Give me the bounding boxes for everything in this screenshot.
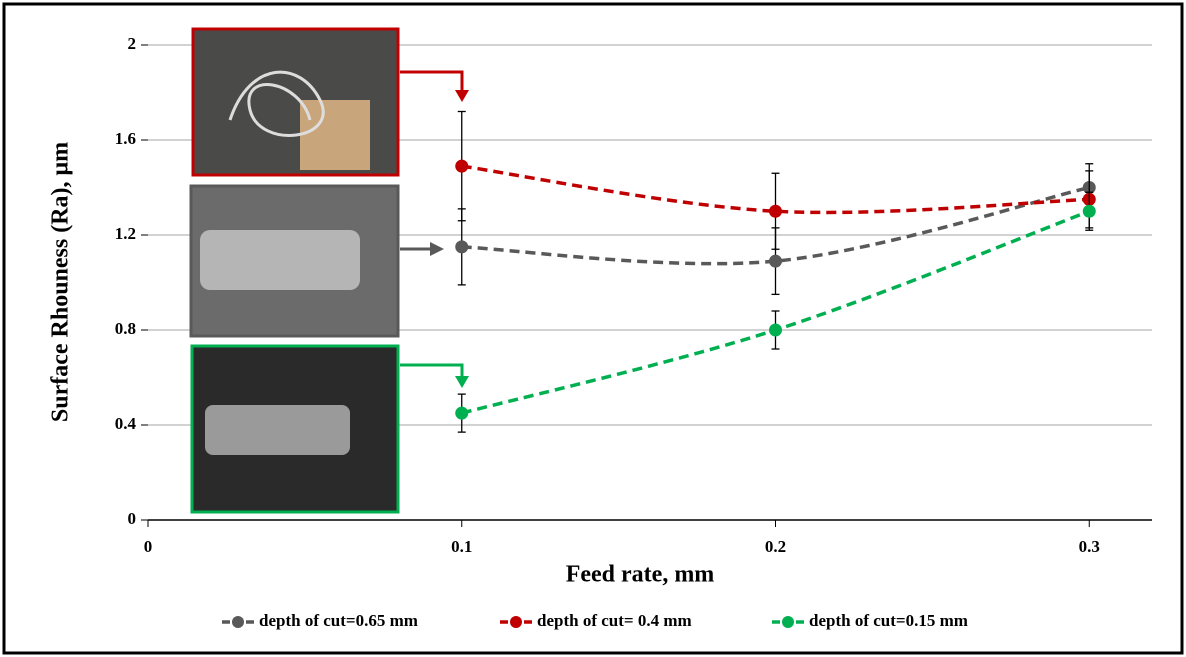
x-axis-title: Feed rate, mm	[566, 562, 715, 588]
y-tick-label: 1.2	[115, 224, 136, 243]
photo-detail	[200, 230, 360, 290]
y-tick-label: 0.4	[115, 414, 137, 433]
legend-marker	[510, 616, 522, 628]
marker	[769, 205, 782, 218]
photo-insets	[191, 29, 398, 512]
marker	[769, 255, 782, 268]
marker	[769, 324, 782, 337]
x-tick-label: 0.1	[451, 537, 472, 556]
legend-label: depth of cut=0.65 mm	[259, 611, 418, 630]
y-axis-title: Surface Rhouness (Ra), μm	[48, 142, 74, 422]
frame	[4, 4, 1182, 653]
marker	[1083, 205, 1096, 218]
y-tick-label: 0.8	[115, 319, 136, 338]
x-tick-label: 0.3	[1079, 537, 1100, 556]
page: {"chart_data": {"type": "line", "x_label…	[0, 0, 1186, 657]
legend-label: depth of cut=0.15 mm	[809, 611, 968, 630]
marker	[455, 407, 468, 420]
y-tick-label: 1.6	[115, 129, 136, 148]
y-tick-label: 0	[128, 509, 137, 528]
marker	[455, 160, 468, 173]
legend-marker	[232, 616, 244, 628]
legend-marker	[782, 616, 794, 628]
y-tick-label: 2	[128, 34, 137, 53]
photo-detail	[205, 405, 350, 455]
x-tick-label: 0.2	[765, 537, 786, 556]
photo-detail	[300, 100, 370, 170]
marker	[455, 240, 468, 253]
chart: Feed rate, mm Surface Rhouness (Ra), μm …	[0, 0, 1186, 657]
x-tick-label: 0	[144, 537, 153, 556]
legend-label: depth of cut= 0.4 mm	[537, 611, 692, 630]
